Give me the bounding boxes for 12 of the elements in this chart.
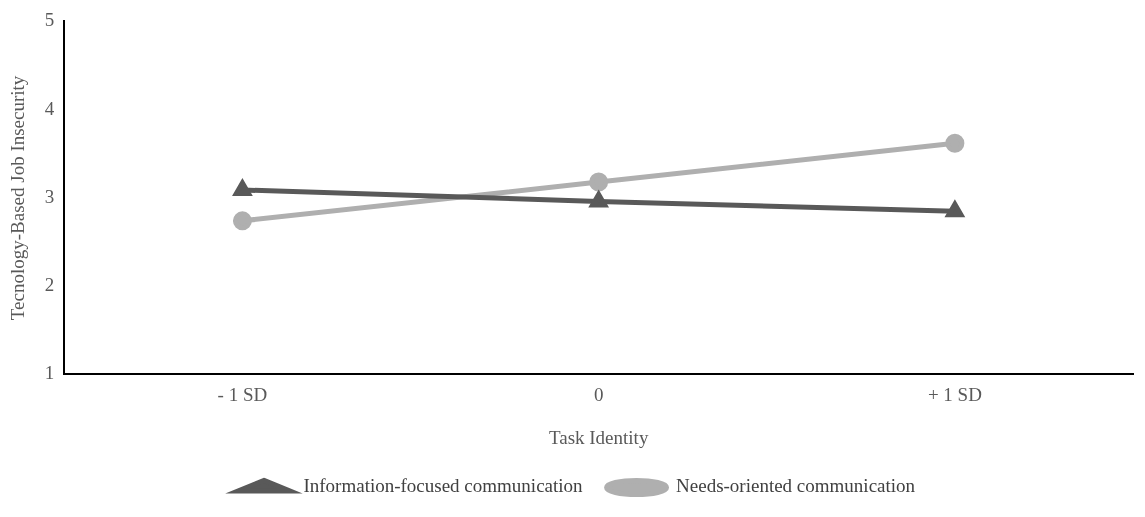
x-tick-label: 0 <box>593 383 604 405</box>
legend-label: Information-focused communication <box>303 475 584 497</box>
y-axis-title: Tecnology-Based Job Insecurity <box>7 75 29 321</box>
y-tick-label: 4 <box>44 97 55 119</box>
y-tick-label: 1 <box>44 362 55 384</box>
x-tick-label: - 1 SD <box>217 383 268 405</box>
x-tick-label: + 1 SD <box>927 383 982 405</box>
y-tick-label: 5 <box>44 9 55 31</box>
legend-label: Needs-oriented communication <box>676 475 916 497</box>
y-tick-label: 2 <box>44 274 55 296</box>
y-tick-label: 3 <box>44 185 55 207</box>
x-axis-title: Task Identity <box>548 426 649 448</box>
